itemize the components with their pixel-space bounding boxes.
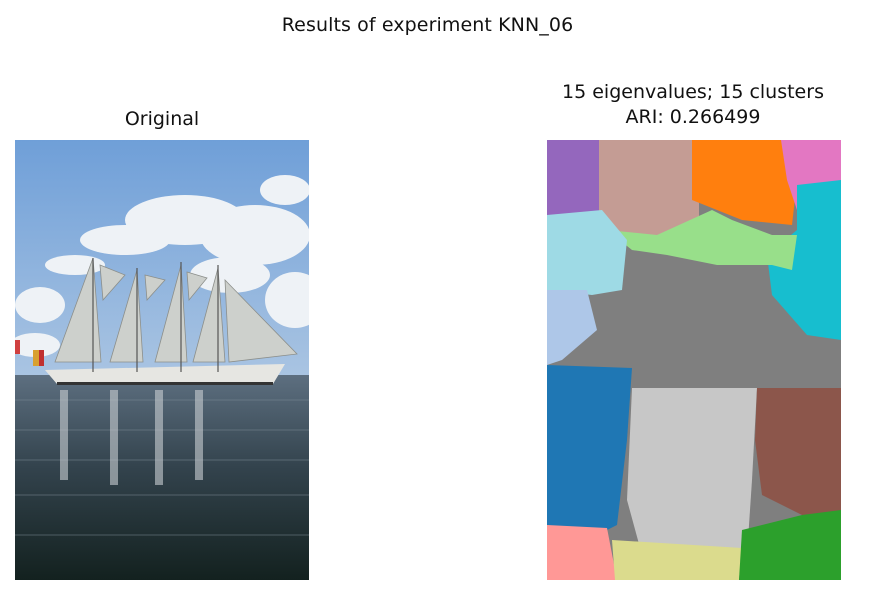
cluster-orange [692, 140, 797, 225]
cluster-purple [547, 140, 607, 220]
segmentation-image [547, 140, 841, 580]
figure-title: Results of experiment KNN_06 [281, 14, 574, 36]
cluster-green [739, 510, 841, 580]
sailing-ship-photo [15, 140, 309, 580]
cluster-cyan [767, 180, 841, 340]
cluster-light-gray [627, 388, 757, 555]
segmentation-title-line2: ARI: 0.266499 [625, 106, 761, 128]
cluster-light-cyan [547, 210, 627, 295]
cluster-light-blue [547, 290, 597, 365]
segmentation-map [547, 140, 841, 580]
cluster-olive [612, 540, 742, 580]
cluster-rose-brown [599, 140, 699, 235]
cluster-salmon [547, 525, 617, 580]
cluster-brown [755, 388, 841, 515]
ship [45, 257, 298, 385]
ship-reflection [60, 390, 203, 485]
original-image [15, 140, 309, 580]
segmentation-title: 15 eigenvalues; 15 clusters ARI: 0.26649… [493, 80, 880, 130]
cluster-light-green [607, 210, 797, 270]
cluster-regions [547, 140, 841, 580]
cluster-blue [547, 365, 632, 535]
original-image-title: Original [124, 108, 200, 130]
flags [15, 340, 44, 366]
segmentation-title-line1: 15 eigenvalues; 15 clusters [562, 81, 824, 103]
